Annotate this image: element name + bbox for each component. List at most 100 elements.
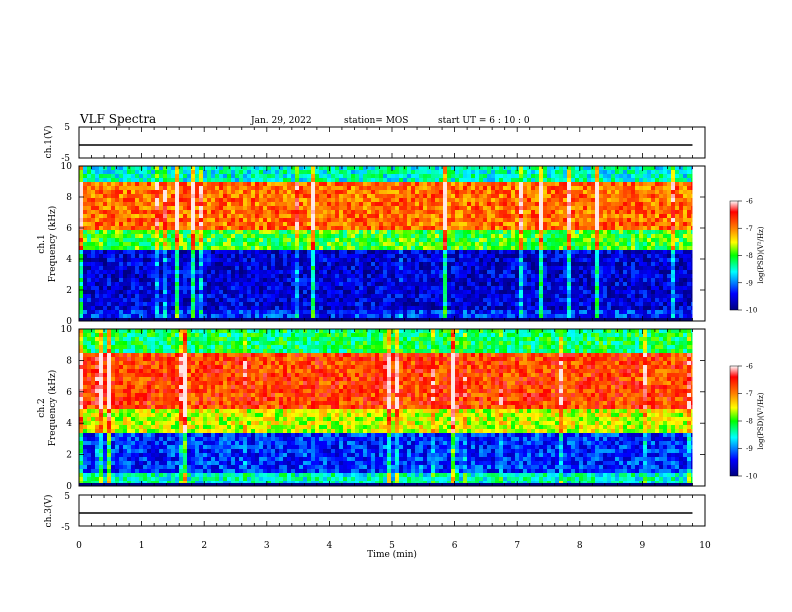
spectrogram-cell — [523, 226, 527, 230]
spectrogram-cell — [539, 186, 543, 190]
spectrogram-cell — [91, 202, 95, 206]
spectrogram-cell — [143, 278, 147, 282]
spectrogram-cell — [367, 290, 371, 294]
spectrogram-cell — [131, 294, 135, 298]
spectrogram-cell — [95, 174, 99, 178]
spectrogram-cell — [151, 190, 155, 194]
spectrogram-cell — [99, 278, 103, 282]
spectrogram-cell — [559, 274, 563, 278]
spectrogram-cell — [543, 174, 547, 178]
spectrogram-cell — [399, 254, 403, 258]
spectrogram-cell — [247, 186, 251, 190]
spectrogram-cell — [367, 286, 371, 290]
spectrogram-cell — [563, 282, 567, 286]
spectrogram-cell — [115, 222, 119, 226]
spectrogram-cell — [187, 186, 191, 190]
spectrogram-cell — [111, 198, 115, 202]
spectrogram-cell — [579, 194, 583, 198]
spectrogram-cell — [487, 302, 491, 306]
spectrogram-cell — [295, 210, 299, 214]
spectrogram-cell — [87, 178, 91, 182]
spectrogram-cell — [187, 206, 191, 210]
spectrogram-cell — [567, 218, 571, 222]
spectrogram-cell — [495, 302, 499, 306]
spectrogram-cell — [287, 254, 291, 258]
spectrogram-cell — [163, 166, 167, 170]
spectrogram-cell — [159, 250, 163, 254]
spectrogram-cell — [559, 254, 563, 258]
spectrogram-cell — [111, 310, 115, 314]
spectrogram-cell — [79, 266, 83, 270]
spectrogram-cell — [451, 202, 455, 206]
spectrogram-cell — [255, 198, 259, 202]
spectrogram-cell — [79, 178, 83, 182]
spectrogram-cell — [371, 298, 375, 302]
spectrogram-cell — [203, 302, 207, 306]
spectrogram-cell — [211, 298, 215, 302]
spectrogram-cell — [355, 218, 359, 222]
spectrogram-cell — [275, 298, 279, 302]
spectrogram-cell — [107, 186, 111, 190]
spectrogram-cell — [235, 174, 239, 178]
spectrogram-cell — [391, 262, 395, 266]
spectrogram-cell — [123, 214, 127, 218]
spectrogram-cell — [155, 258, 159, 262]
spectrogram-cell — [147, 262, 151, 266]
spectrogram-cell — [431, 278, 435, 282]
spectrogram-cell — [439, 290, 443, 294]
spectrogram-cell — [407, 286, 411, 290]
spectrogram-cell — [199, 178, 203, 182]
spectrogram-cell — [335, 266, 339, 270]
spectrogram-cell — [267, 278, 271, 282]
spectrogram-cell — [375, 218, 379, 222]
spectrogram-cell — [435, 194, 439, 198]
spectrogram-cell — [207, 266, 211, 270]
spectrogram-cell — [323, 266, 327, 270]
spectrogram-cell — [463, 182, 467, 186]
spectrogram-cell — [439, 314, 443, 318]
spectrogram-cell — [279, 230, 283, 234]
spectrogram-cell — [387, 218, 391, 222]
spectrogram-cell — [271, 294, 275, 298]
spectrogram-cell — [119, 282, 123, 286]
spectrogram-cell — [571, 182, 575, 186]
spectrogram-cell — [303, 262, 307, 266]
spectrogram-cell — [531, 226, 535, 230]
spectrogram-cell — [243, 266, 247, 270]
spectrogram-cell — [431, 222, 435, 226]
spectrogram-cell — [371, 230, 375, 234]
spectrogram-cell — [175, 210, 179, 214]
spectrogram-cell — [171, 278, 175, 282]
spectrogram-cell — [179, 290, 183, 294]
spectrogram-cell — [247, 266, 251, 270]
spectrogram-cell — [167, 218, 171, 222]
spectrogram-cell — [295, 238, 299, 242]
spectrogram-cell — [451, 234, 455, 238]
spectrogram-cell — [279, 166, 283, 170]
spectrogram-cell — [235, 202, 239, 206]
spectrogram-cell — [575, 198, 579, 202]
spectrogram-cell — [179, 282, 183, 286]
spectrogram-cell — [527, 250, 531, 254]
spectrogram-cell — [455, 186, 459, 190]
spectrogram-cell — [235, 290, 239, 294]
spectrogram-cell — [219, 274, 223, 278]
spectrogram-cell — [139, 170, 143, 174]
spectrogram-cell — [447, 310, 451, 314]
spectrogram-cell — [523, 190, 527, 194]
spectrogram-cell — [535, 210, 539, 214]
spectrogram-cell — [295, 166, 299, 170]
spectrogram-cell — [343, 218, 347, 222]
spectrogram-cell — [283, 170, 287, 174]
spectrogram-cell — [343, 274, 347, 278]
spectrogram-cell — [287, 170, 291, 174]
spectrogram-cell — [523, 282, 527, 286]
spectrogram-cell — [567, 214, 571, 218]
spectrogram-cell — [451, 250, 455, 254]
spectrogram-cell — [275, 286, 279, 290]
spectrogram-cell — [491, 294, 495, 298]
spectrogram-cell — [115, 274, 119, 278]
spectrogram-cell — [91, 274, 95, 278]
spectrogram-cell — [275, 230, 279, 234]
spectrogram-cell — [99, 198, 103, 202]
